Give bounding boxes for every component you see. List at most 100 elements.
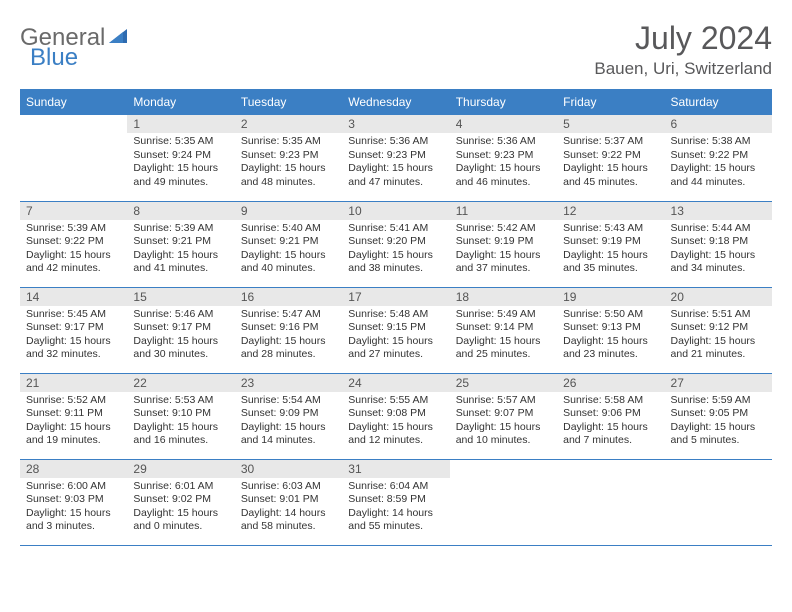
calendar-cell [665, 459, 772, 545]
logo-text-blue: Blue [30, 44, 78, 71]
day-content: Sunrise: 5:55 AMSunset: 9:08 PMDaylight:… [342, 392, 449, 453]
calendar-cell: 15Sunrise: 5:46 AMSunset: 9:17 PMDayligh… [127, 287, 234, 373]
day-content: Sunrise: 5:53 AMSunset: 9:10 PMDaylight:… [127, 392, 234, 453]
day-content: Sunrise: 6:00 AMSunset: 9:03 PMDaylight:… [20, 478, 127, 539]
calendar-row: 21Sunrise: 5:52 AMSunset: 9:11 PMDayligh… [20, 373, 772, 459]
calendar-row: 28Sunrise: 6:00 AMSunset: 9:03 PMDayligh… [20, 459, 772, 545]
day-content: Sunrise: 5:38 AMSunset: 9:22 PMDaylight:… [665, 133, 772, 194]
calendar-row: 14Sunrise: 5:45 AMSunset: 9:17 PMDayligh… [20, 287, 772, 373]
day-number: 30 [235, 460, 342, 478]
calendar-row: 7Sunrise: 5:39 AMSunset: 9:22 PMDaylight… [20, 201, 772, 287]
day-content: Sunrise: 5:54 AMSunset: 9:09 PMDaylight:… [235, 392, 342, 453]
day-content: Sunrise: 5:40 AMSunset: 9:21 PMDaylight:… [235, 220, 342, 281]
day-number: 11 [450, 202, 557, 220]
calendar-cell: 28Sunrise: 6:00 AMSunset: 9:03 PMDayligh… [20, 459, 127, 545]
day-content: Sunrise: 6:04 AMSunset: 8:59 PMDaylight:… [342, 478, 449, 539]
calendar-cell: 21Sunrise: 5:52 AMSunset: 9:11 PMDayligh… [20, 373, 127, 459]
month-title: July 2024 [594, 20, 772, 57]
calendar-cell: 25Sunrise: 5:57 AMSunset: 9:07 PMDayligh… [450, 373, 557, 459]
day-content: Sunrise: 5:35 AMSunset: 9:24 PMDaylight:… [127, 133, 234, 194]
day-content: Sunrise: 5:47 AMSunset: 9:16 PMDaylight:… [235, 306, 342, 367]
day-content: Sunrise: 5:39 AMSunset: 9:22 PMDaylight:… [20, 220, 127, 281]
day-number: 9 [235, 202, 342, 220]
day-number: 2 [235, 115, 342, 133]
day-content: Sunrise: 5:51 AMSunset: 9:12 PMDaylight:… [665, 306, 772, 367]
title-block: July 2024 Bauen, Uri, Switzerland [594, 20, 772, 79]
header: General July 2024 Bauen, Uri, Switzerlan… [20, 20, 772, 79]
day-content: Sunrise: 5:48 AMSunset: 9:15 PMDaylight:… [342, 306, 449, 367]
logo-flag-icon [109, 27, 131, 50]
calendar-cell: 16Sunrise: 5:47 AMSunset: 9:16 PMDayligh… [235, 287, 342, 373]
calendar-cell: 27Sunrise: 5:59 AMSunset: 9:05 PMDayligh… [665, 373, 772, 459]
calendar-cell: 18Sunrise: 5:49 AMSunset: 9:14 PMDayligh… [450, 287, 557, 373]
weekday-header: Monday [127, 89, 234, 115]
day-content: Sunrise: 5:50 AMSunset: 9:13 PMDaylight:… [557, 306, 664, 367]
calendar-cell: 3Sunrise: 5:36 AMSunset: 9:23 PMDaylight… [342, 115, 449, 201]
calendar-cell: 4Sunrise: 5:36 AMSunset: 9:23 PMDaylight… [450, 115, 557, 201]
location: Bauen, Uri, Switzerland [594, 59, 772, 79]
day-number: 5 [557, 115, 664, 133]
calendar-body: 1Sunrise: 5:35 AMSunset: 9:24 PMDaylight… [20, 115, 772, 545]
calendar-cell: 23Sunrise: 5:54 AMSunset: 9:09 PMDayligh… [235, 373, 342, 459]
day-content: Sunrise: 5:49 AMSunset: 9:14 PMDaylight:… [450, 306, 557, 367]
day-content: Sunrise: 5:58 AMSunset: 9:06 PMDaylight:… [557, 392, 664, 453]
day-content: Sunrise: 5:43 AMSunset: 9:19 PMDaylight:… [557, 220, 664, 281]
day-number: 16 [235, 288, 342, 306]
day-number: 27 [665, 374, 772, 392]
calendar-cell: 17Sunrise: 5:48 AMSunset: 9:15 PMDayligh… [342, 287, 449, 373]
day-number: 29 [127, 460, 234, 478]
day-content: Sunrise: 5:41 AMSunset: 9:20 PMDaylight:… [342, 220, 449, 281]
calendar-cell: 13Sunrise: 5:44 AMSunset: 9:18 PMDayligh… [665, 201, 772, 287]
day-number: 23 [235, 374, 342, 392]
weekday-header: Sunday [20, 89, 127, 115]
day-content: Sunrise: 5:44 AMSunset: 9:18 PMDaylight:… [665, 220, 772, 281]
weekday-header: Saturday [665, 89, 772, 115]
day-number: 3 [342, 115, 449, 133]
calendar-table: SundayMondayTuesdayWednesdayThursdayFrid… [20, 89, 772, 546]
day-number: 13 [665, 202, 772, 220]
day-number: 26 [557, 374, 664, 392]
day-number: 14 [20, 288, 127, 306]
day-number: 4 [450, 115, 557, 133]
calendar-cell: 31Sunrise: 6:04 AMSunset: 8:59 PMDayligh… [342, 459, 449, 545]
day-number-empty [665, 460, 772, 478]
calendar-cell: 19Sunrise: 5:50 AMSunset: 9:13 PMDayligh… [557, 287, 664, 373]
day-number: 1 [127, 115, 234, 133]
calendar-cell: 10Sunrise: 5:41 AMSunset: 9:20 PMDayligh… [342, 201, 449, 287]
day-content: Sunrise: 6:01 AMSunset: 9:02 PMDaylight:… [127, 478, 234, 539]
day-content: Sunrise: 5:59 AMSunset: 9:05 PMDaylight:… [665, 392, 772, 453]
day-content: Sunrise: 5:39 AMSunset: 9:21 PMDaylight:… [127, 220, 234, 281]
calendar-cell: 14Sunrise: 5:45 AMSunset: 9:17 PMDayligh… [20, 287, 127, 373]
day-number: 17 [342, 288, 449, 306]
weekday-header: Friday [557, 89, 664, 115]
calendar-cell [557, 459, 664, 545]
day-number: 15 [127, 288, 234, 306]
calendar-cell: 30Sunrise: 6:03 AMSunset: 9:01 PMDayligh… [235, 459, 342, 545]
weekday-header-row: SundayMondayTuesdayWednesdayThursdayFrid… [20, 89, 772, 115]
weekday-header: Wednesday [342, 89, 449, 115]
day-number: 22 [127, 374, 234, 392]
day-number: 20 [665, 288, 772, 306]
day-content: Sunrise: 5:37 AMSunset: 9:22 PMDaylight:… [557, 133, 664, 194]
weekday-header: Tuesday [235, 89, 342, 115]
calendar-cell: 1Sunrise: 5:35 AMSunset: 9:24 PMDaylight… [127, 115, 234, 201]
calendar-cell [450, 459, 557, 545]
calendar-cell: 29Sunrise: 6:01 AMSunset: 9:02 PMDayligh… [127, 459, 234, 545]
day-content: Sunrise: 5:42 AMSunset: 9:19 PMDaylight:… [450, 220, 557, 281]
calendar-cell: 22Sunrise: 5:53 AMSunset: 9:10 PMDayligh… [127, 373, 234, 459]
calendar-cell: 8Sunrise: 5:39 AMSunset: 9:21 PMDaylight… [127, 201, 234, 287]
day-number-empty [557, 460, 664, 478]
day-number: 6 [665, 115, 772, 133]
calendar-row: 1Sunrise: 5:35 AMSunset: 9:24 PMDaylight… [20, 115, 772, 201]
day-content: Sunrise: 5:57 AMSunset: 9:07 PMDaylight:… [450, 392, 557, 453]
day-content: Sunrise: 6:03 AMSunset: 9:01 PMDaylight:… [235, 478, 342, 539]
calendar-cell [20, 115, 127, 201]
calendar-cell: 6Sunrise: 5:38 AMSunset: 9:22 PMDaylight… [665, 115, 772, 201]
day-number-empty [20, 115, 127, 133]
calendar-cell: 9Sunrise: 5:40 AMSunset: 9:21 PMDaylight… [235, 201, 342, 287]
day-number: 10 [342, 202, 449, 220]
day-content: Sunrise: 5:46 AMSunset: 9:17 PMDaylight:… [127, 306, 234, 367]
calendar-cell: 24Sunrise: 5:55 AMSunset: 9:08 PMDayligh… [342, 373, 449, 459]
day-content: Sunrise: 5:36 AMSunset: 9:23 PMDaylight:… [342, 133, 449, 194]
day-number-empty [450, 460, 557, 478]
